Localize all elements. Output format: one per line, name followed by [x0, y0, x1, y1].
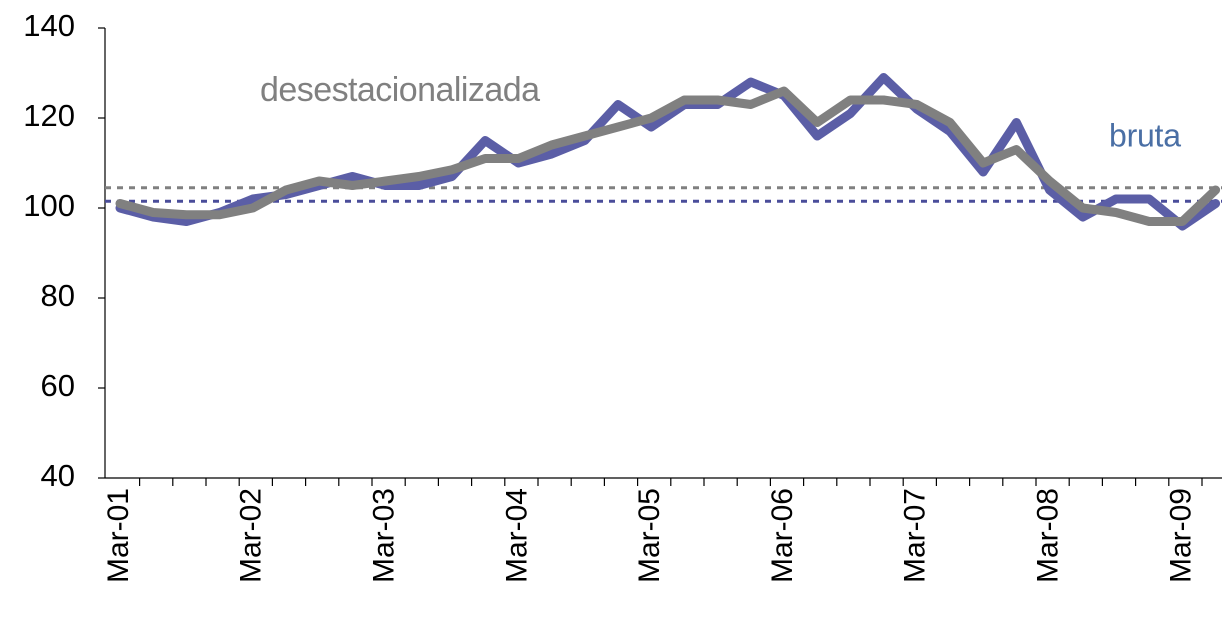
annotation: bruta [1109, 117, 1181, 153]
y-tick-label: 100 [23, 188, 75, 223]
x-tick-label: Mar-04 [500, 488, 533, 583]
x-tick-label: Mar-06 [766, 488, 799, 583]
y-tick-label: 120 [23, 98, 75, 133]
x-tick-label: Mar-09 [1164, 488, 1197, 583]
y-tick-label: 40 [41, 458, 75, 493]
y-tick-label: 60 [41, 368, 75, 403]
series-line [115, 86, 1221, 226]
annotation: desestacionalizada [260, 71, 540, 109]
y-tick-label: 80 [41, 278, 75, 313]
x-tick-label: Mar-08 [1032, 488, 1065, 583]
x-tick-label: Mar-05 [633, 488, 666, 583]
x-tick-label: Mar-03 [368, 488, 401, 583]
x-tick-label: Mar-02 [235, 488, 268, 583]
x-tick-label: Mar-01 [102, 488, 135, 583]
y-tick-label: 140 [23, 8, 75, 43]
x-tick-label: Mar-07 [899, 488, 932, 583]
